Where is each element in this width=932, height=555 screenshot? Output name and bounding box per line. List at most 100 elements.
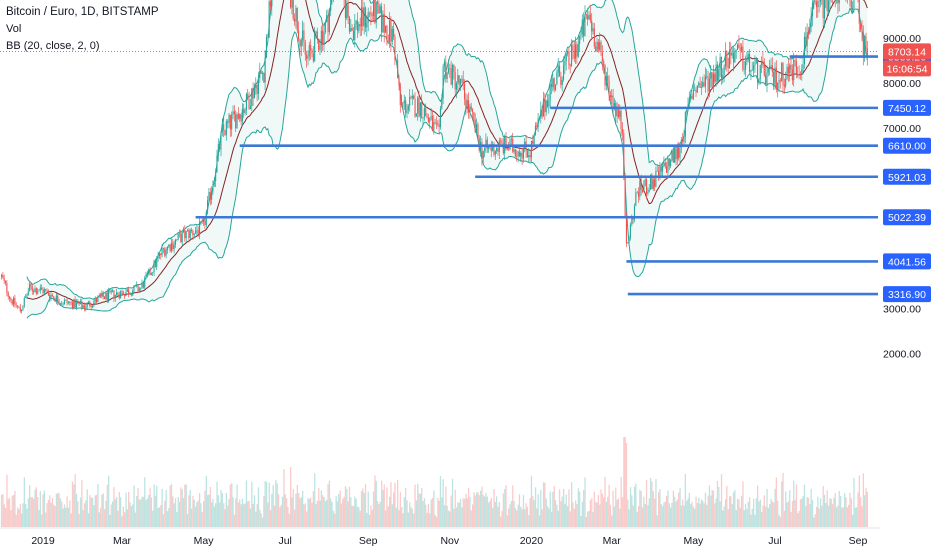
- candle-body: [444, 62, 445, 67]
- volume-bar: [570, 511, 571, 527]
- candle-body: [87, 303, 88, 307]
- volume-bar: [863, 473, 864, 527]
- candle: [150, 267, 151, 275]
- candle-body: [48, 291, 49, 295]
- candle-body: [518, 152, 519, 157]
- candle-body: [5, 281, 6, 283]
- volume-bar: [649, 498, 650, 527]
- candle: [584, 5, 585, 36]
- volume-bar: [661, 504, 662, 527]
- candle: [21, 309, 22, 313]
- candle-body: [170, 245, 171, 251]
- candle-body: [674, 149, 675, 162]
- candle-body: [544, 98, 545, 112]
- candle-body: [455, 72, 456, 90]
- volume-bar: [638, 506, 639, 527]
- volume-bar: [125, 493, 126, 527]
- volume-bar: [536, 508, 537, 527]
- candle: [20, 304, 21, 313]
- candle-body: [358, 24, 359, 31]
- volume-bar: [444, 505, 445, 527]
- volume-indicator-label[interactable]: Vol: [6, 21, 159, 38]
- candle: [512, 133, 513, 153]
- volume-bar: [472, 504, 473, 527]
- volume-bar: [191, 509, 192, 527]
- candle-body: [535, 126, 536, 135]
- candle-body: [226, 121, 227, 135]
- candle-body: [663, 163, 664, 167]
- volume-bar: [93, 505, 94, 527]
- volume-bar: [25, 504, 26, 527]
- volume-bar: [552, 492, 553, 527]
- candle-body: [678, 147, 679, 158]
- candle-body: [562, 80, 563, 85]
- candle-body: [162, 248, 163, 255]
- volume-bar: [282, 497, 283, 527]
- candle: [625, 173, 626, 218]
- candle-body: [409, 97, 410, 106]
- candle-body: [215, 172, 216, 181]
- volume-bar: [865, 488, 866, 527]
- candle: [216, 150, 217, 173]
- volume-bar: [677, 500, 678, 528]
- candle-body: [208, 192, 209, 200]
- volume-bar: [103, 493, 104, 527]
- candle: [2, 272, 3, 279]
- candle-body: [38, 291, 39, 292]
- candle-body: [120, 291, 121, 298]
- candle-body: [467, 100, 468, 109]
- candle-body: [791, 65, 792, 70]
- volume-bar: [716, 498, 717, 527]
- volume-bar: [156, 486, 157, 527]
- volume-bar: [471, 510, 472, 527]
- candle-body: [89, 302, 90, 306]
- candle-body: [768, 69, 769, 72]
- symbol-title[interactable]: Bitcoin / Euro, 1D, BITSTAMP: [6, 4, 159, 21]
- volume-bar: [500, 517, 501, 528]
- volume-bar: [198, 500, 199, 527]
- candle-body: [112, 291, 113, 293]
- volume-bar: [729, 496, 730, 527]
- candle-body: [167, 246, 168, 249]
- volume-bar: [327, 484, 328, 527]
- volume-bar: [413, 514, 414, 527]
- candle-body: [346, 5, 347, 18]
- volume-bar: [801, 499, 802, 527]
- candle-body: [314, 33, 315, 61]
- candle: [270, 0, 271, 11]
- candle-body: [579, 36, 580, 44]
- candle-body: [689, 99, 690, 105]
- volume-bar: [665, 502, 666, 528]
- candle-body: [551, 84, 552, 87]
- volume-bar: [524, 509, 525, 527]
- volume-bar: [737, 499, 738, 527]
- candle-body: [97, 297, 98, 302]
- candle-body: [583, 20, 584, 37]
- bollinger-indicator-label[interactable]: BB (20, close, 2, 0): [6, 38, 159, 55]
- candle-body: [404, 100, 405, 103]
- candle-body: [730, 52, 731, 56]
- volume-bar: [724, 506, 725, 527]
- volume-bar: [206, 476, 207, 527]
- candle-body: [527, 151, 528, 157]
- candle-body: [753, 65, 754, 69]
- candle-body: [411, 97, 412, 98]
- volume-bar: [99, 512, 100, 527]
- volume-bar: [461, 507, 462, 527]
- candle-body: [495, 151, 496, 154]
- volume-bar: [155, 496, 156, 527]
- volume-bar: [599, 505, 600, 527]
- volume-bar: [548, 509, 549, 528]
- candle-body: [194, 234, 195, 235]
- candle-body: [199, 222, 200, 235]
- candle: [17, 305, 18, 309]
- candle: [441, 94, 442, 110]
- candle-body: [692, 96, 693, 99]
- volume-bar: [784, 511, 785, 527]
- candle: [853, 0, 854, 13]
- volume-bar: [38, 510, 39, 527]
- volume-bar: [398, 510, 399, 527]
- volume-bar: [855, 508, 856, 527]
